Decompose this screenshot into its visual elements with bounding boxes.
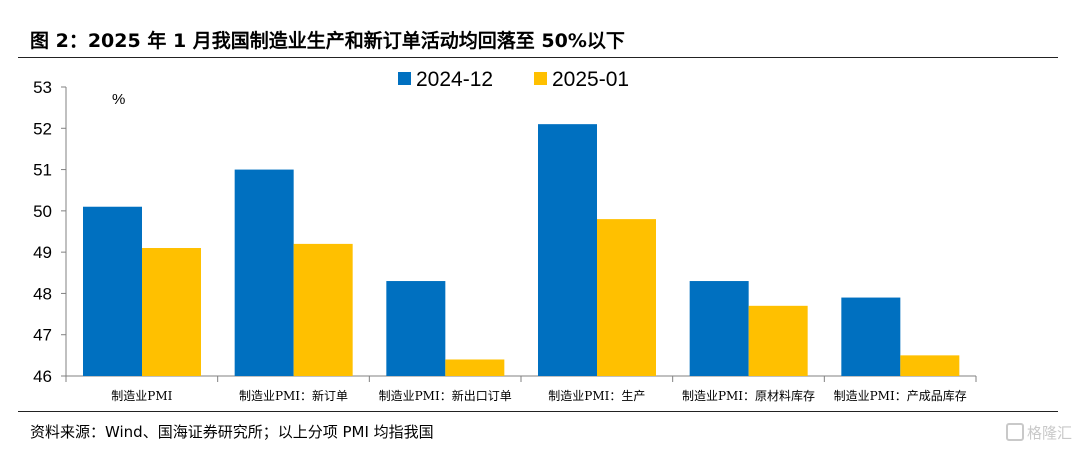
bar-2024-12-5 xyxy=(841,297,901,376)
watermark-text: 格隆汇 xyxy=(1026,424,1072,442)
category-labels: 制造业PMI 制造业PMI：新订单 制造业PMI：新出口订单 制造业PMI：生产 制造业… xyxy=(111,388,966,403)
x-category-label: 制造业PMI：新订单 xyxy=(239,388,348,403)
y-tick-label: 47 xyxy=(33,326,52,345)
bar-2024-12-2 xyxy=(386,281,446,376)
bar-2025-01-5 xyxy=(900,355,960,376)
watermark-logo-icon xyxy=(1005,423,1024,441)
x-category-label: 制造业PMI：新出口订单 xyxy=(379,388,512,403)
title-divider xyxy=(18,57,1058,58)
bar-2025-01-0 xyxy=(142,248,201,376)
bar-2024-12-4 xyxy=(689,281,749,376)
footer-divider xyxy=(18,411,1058,412)
chart-title: 图 2：2025 年 1 月我国制造业生产和新订单活动均回落至 50%以下 xyxy=(30,30,625,52)
x-category-label: 制造业PMI：原材料库存 xyxy=(682,388,815,403)
bar-2024-12-3 xyxy=(538,124,597,377)
y-tick-label: 53 xyxy=(33,78,52,97)
x-category-label: 制造业PMI：生产 xyxy=(548,389,645,403)
legend-label-2024-12: 2024-12 xyxy=(416,68,493,91)
unit-label: % xyxy=(112,91,125,108)
bar-2025-01-2 xyxy=(445,359,505,376)
legend-swatch-2024-12 xyxy=(398,72,411,85)
source-note: 资料来源：Wind、国海证券研究所；以上分项 PMI 均指我国 xyxy=(30,423,434,441)
y-tick-label: 50 xyxy=(33,202,52,221)
legend-label-2025-01: 2025-01 xyxy=(552,68,629,91)
y-tick-label: 46 xyxy=(33,367,52,386)
bar-2025-01-4 xyxy=(748,305,808,376)
bar-chart: 2024-12 2025-01 % 46 47 48 49 50 51 52 53 制造业PMI… xyxy=(33,68,977,403)
bar-2024-12-1 xyxy=(234,169,294,376)
bars xyxy=(83,124,960,377)
bar-2025-01-3 xyxy=(597,219,656,376)
x-category-label: 制造业PMI：产成品库存 xyxy=(834,388,967,403)
y-tick-label: 51 xyxy=(33,161,52,180)
legend-swatch-2025-01 xyxy=(534,72,547,85)
y-tick-label: 48 xyxy=(33,284,52,303)
bar-2025-01-1 xyxy=(293,243,353,376)
watermark: 格隆汇 xyxy=(1005,422,1072,443)
y-tick-label: 52 xyxy=(33,119,52,138)
legend: 2024-12 2025-01 xyxy=(398,68,629,91)
y-tick-label: 49 xyxy=(33,243,52,262)
axes: 46 47 48 49 50 51 52 53 xyxy=(33,78,977,386)
x-category-label: 制造业PMI xyxy=(111,389,172,403)
bar-2024-12-0 xyxy=(83,206,142,376)
